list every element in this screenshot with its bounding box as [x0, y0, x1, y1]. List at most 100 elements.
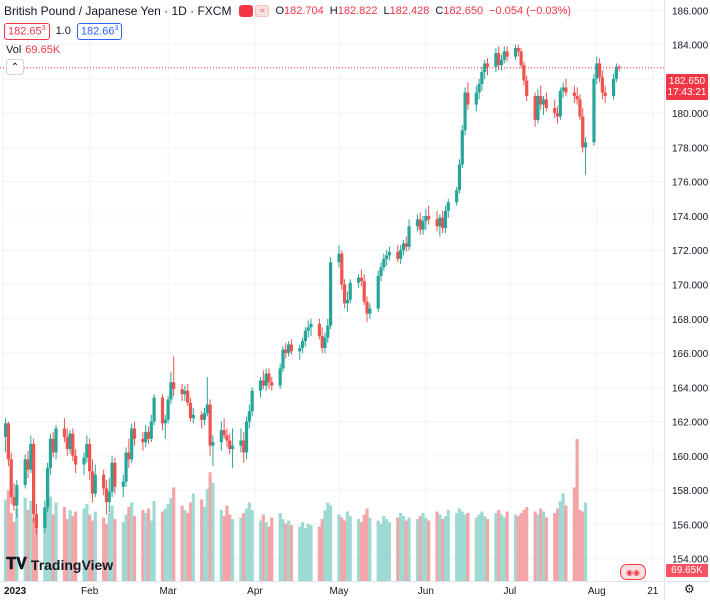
candle-body: [328, 262, 333, 326]
chevron-up-icon[interactable]: ⌃: [6, 59, 24, 75]
volume-bar: [284, 523, 288, 581]
tradingview-mark-icon: 𝐓𝐕: [6, 556, 27, 573]
candle-body: [525, 80, 529, 96]
candle-body: [228, 440, 232, 450]
candle-body: [281, 349, 285, 369]
candle-body: [32, 443, 36, 515]
y-tick-label: 160.000: [672, 452, 709, 463]
y-tick-label: 176.000: [672, 178, 709, 189]
candle-body: [104, 488, 109, 503]
volume-bar: [441, 519, 445, 581]
volume-bar: [345, 511, 350, 581]
candle-body: [284, 349, 288, 354]
candle-body: [463, 92, 467, 131]
candle-body: [365, 301, 369, 314]
candle-body: [541, 99, 546, 105]
candle-body: [303, 330, 307, 342]
market-status-icon: [239, 5, 254, 17]
volume-bar: [12, 522, 16, 581]
candle-body: [15, 485, 19, 506]
volume-bar: [149, 520, 153, 581]
volume-bar: [359, 522, 364, 581]
candle-body: [23, 459, 27, 486]
candle-body: [592, 78, 596, 143]
volume-indicator-icon[interactable]: ◉◉: [620, 564, 646, 580]
candle-body: [247, 411, 251, 422]
candle-body: [497, 53, 501, 66]
candle-body: [519, 51, 523, 66]
volume-bar: [289, 525, 293, 581]
candle-body: [225, 435, 229, 441]
sell-price-button[interactable]: 182.653: [4, 23, 50, 40]
volume-bar: [337, 514, 341, 581]
candle-body: [418, 219, 422, 230]
volume-bar: [424, 517, 428, 581]
symbol-title[interactable]: British Pound / Japanese Yen · 1D · FXCM: [4, 4, 232, 18]
volume-bar: [244, 508, 249, 581]
volume-bar: [340, 517, 344, 581]
candle-body: [222, 430, 226, 436]
candle-body: [499, 59, 504, 66]
y-tick-label: 174.000: [672, 212, 709, 223]
volume-bar: [130, 502, 134, 581]
candle-body: [242, 440, 246, 453]
volume-bar: [385, 519, 389, 581]
candle-body: [186, 390, 190, 403]
volume-bar: [208, 472, 212, 581]
volume-bar: [455, 513, 459, 581]
candle-body: [611, 78, 616, 96]
candle-body: [477, 83, 481, 93]
volume-bar: [516, 516, 520, 581]
candle-body: [163, 419, 167, 424]
candle-body: [278, 368, 282, 386]
volume-bar: [34, 525, 39, 581]
ohlc-low: L182.428: [383, 5, 430, 17]
volume-bar: [62, 507, 67, 581]
buy-price-button[interactable]: 182.663: [76, 23, 123, 40]
y-tick-label: 184.000: [672, 41, 709, 52]
ohlc-high: H182.822: [329, 5, 378, 17]
bar-countdown: 17:43:21: [667, 87, 707, 98]
candle-body: [502, 51, 506, 60]
candle-body: [62, 428, 67, 438]
last-price-tag: 182.650 17:43:21: [666, 74, 708, 100]
volume-bar: [300, 522, 305, 581]
volume-bar: [43, 513, 47, 581]
volume-bar: [90, 520, 95, 581]
volume-bar: [555, 508, 560, 581]
candle-body: [522, 65, 526, 81]
x-tick-label: Aug: [588, 586, 606, 597]
candle-body: [85, 443, 89, 458]
candle-body: [460, 130, 464, 165]
volume-bar: [320, 519, 324, 581]
volume-bar: [522, 510, 526, 581]
candle-body: [68, 433, 72, 450]
volume-bar: [536, 514, 540, 581]
volume-legend[interactable]: Vol 69.65K: [6, 44, 60, 56]
candle-body: [200, 414, 204, 420]
volume-bar: [127, 507, 131, 581]
candle-body: [595, 63, 599, 79]
volume-bar: [309, 525, 313, 581]
volume-bar: [572, 487, 576, 581]
volume-bar: [575, 439, 579, 581]
volume-bar: [107, 513, 111, 581]
candle-body: [597, 63, 602, 78]
volume-bar: [102, 517, 106, 581]
gear-icon[interactable]: ⚙: [684, 582, 695, 596]
candle-body: [323, 337, 327, 348]
candle-body: [90, 471, 95, 494]
volume-bar: [258, 520, 263, 581]
tradingview-logo[interactable]: 𝐓𝐕 TradingView: [6, 556, 113, 574]
volume-bar: [169, 497, 173, 581]
candle-body: [544, 99, 548, 108]
volume-bar: [104, 523, 109, 581]
candle-body: [46, 467, 50, 508]
candle-body: [407, 226, 411, 247]
volume-bar: [281, 519, 285, 581]
volume-bar: [541, 511, 546, 581]
volume-bar: [401, 516, 406, 581]
candle-body: [124, 452, 128, 482]
